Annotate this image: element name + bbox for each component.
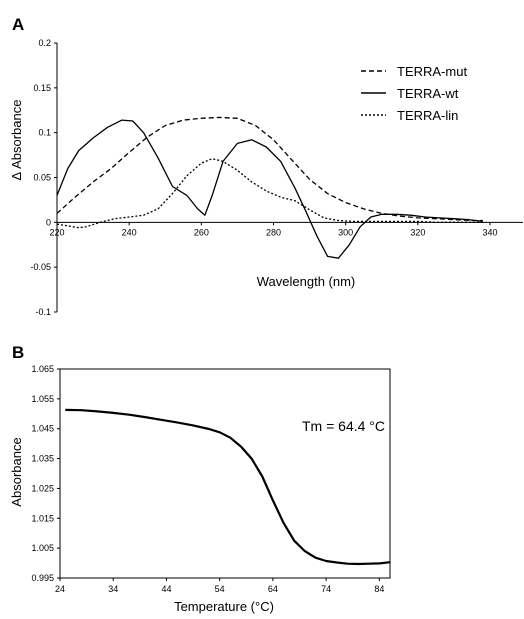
y-tick-label: 1.015: [31, 513, 54, 523]
y-tick-label: 1.055: [31, 394, 54, 404]
panel-a-axes: [54, 42, 523, 313]
panel-b-tick-labels: 0.995 1.005 1.015 1.025 1.035 1.045 1.055 1.065…: [31, 364, 384, 594]
x-tick-label: 54: [215, 584, 225, 594]
x-tick-label: 300: [338, 227, 353, 237]
x-tick-label: 44: [161, 584, 171, 594]
panel-b-y-axis-label: Absorbance: [9, 437, 24, 506]
x-tick-label: 320: [410, 227, 425, 237]
panel-a-legend: TERRA-mut TERRA-wt TERRA-lin: [361, 64, 467, 123]
y-tick-label: 1.035: [31, 454, 54, 464]
y-tick-label: 1.025: [31, 483, 54, 493]
x-tick-label: 220: [49, 227, 64, 237]
y-tick-label: -0.1: [35, 307, 51, 317]
x-tick-label: 84: [374, 584, 384, 594]
y-tick-label: 0.2: [38, 38, 51, 48]
x-tick-label: 260: [194, 227, 209, 237]
panel-a-y-axis-label: Δ Absorbance: [9, 100, 24, 181]
panel-a-tick-labels: -0.1 -0.05 0 0.05 0.1 0.15 0.2 220 240 260 280 300 3…: [30, 38, 497, 317]
legend-label-terra-wt: TERRA-wt: [397, 86, 459, 101]
x-tick-label: 340: [482, 227, 497, 237]
x-tick-label: 240: [122, 227, 137, 237]
y-tick-label: -0.05: [30, 262, 51, 272]
panel-b-x-axis-label: Temperature (°C): [174, 599, 274, 614]
x-tick-label: 74: [321, 584, 331, 594]
panel-a-series: [56, 116, 483, 259]
panel-a: A -0.1 -0.05 0 0.05 0.1 0.15 0.2 220 240 260 280 30…: [9, 15, 523, 317]
y-tick-label: 0.15: [33, 83, 51, 93]
panel-b-series: [65, 408, 391, 566]
x-tick-label: 34: [108, 584, 118, 594]
y-tick-label: 1.005: [31, 543, 54, 553]
panel-letter-a: A: [12, 15, 24, 34]
series-line-terra-wt: [56, 119, 483, 259]
y-tick-label: 0: [46, 217, 51, 227]
x-tick-label: 24: [55, 584, 65, 594]
panel-letter-b: B: [12, 343, 24, 362]
panel-b-plot-frame: [59, 368, 391, 579]
legend-label-terra-lin: TERRA-lin: [397, 108, 458, 123]
legend-label-terra-mut: TERRA-mut: [397, 64, 467, 79]
y-tick-label: 0.05: [33, 173, 51, 183]
series-line-terra-lin: [56, 158, 483, 229]
panel-b: B 0.995 1.005 1.015 1.025 1.035 1.045 1.055 1.0…: [9, 343, 391, 614]
series-line-terra-mut: [56, 116, 483, 222]
y-tick-label: 0.1: [38, 128, 51, 138]
y-tick-label: 1.065: [31, 364, 54, 374]
x-tick-label: 64: [268, 584, 278, 594]
panel-a-x-axis-label: Wavelength (nm): [257, 274, 356, 289]
panel-b-tm-annotation: Tm = 64.4 °C: [302, 418, 385, 434]
panel-b-axes: [57, 368, 391, 581]
y-tick-label: 0.995: [31, 573, 54, 583]
y-tick-label: 1.045: [31, 424, 54, 434]
x-tick-label: 280: [266, 227, 281, 237]
series-line-melting-curve: [65, 408, 391, 566]
